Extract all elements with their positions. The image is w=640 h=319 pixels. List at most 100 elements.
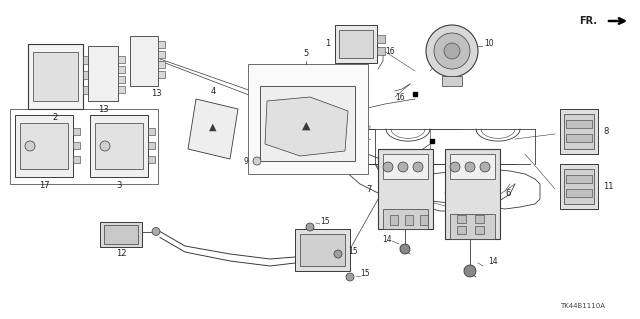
- Text: 12: 12: [116, 249, 126, 258]
- Bar: [383, 154, 428, 179]
- Circle shape: [253, 157, 261, 165]
- Bar: [15, 115, 73, 177]
- Bar: [377, 47, 385, 55]
- Text: 15: 15: [348, 247, 358, 256]
- Bar: [83, 71, 91, 79]
- Bar: [450, 154, 495, 179]
- Bar: [457, 215, 466, 223]
- Bar: [100, 222, 142, 247]
- Circle shape: [465, 162, 475, 172]
- Bar: [566, 189, 592, 197]
- Bar: [564, 114, 594, 149]
- Bar: [566, 120, 592, 128]
- Text: TK44B1110A: TK44B1110A: [560, 303, 605, 309]
- Text: 15: 15: [360, 270, 370, 278]
- Bar: [560, 164, 598, 209]
- Text: FR.: FR.: [579, 16, 597, 26]
- Bar: [566, 175, 592, 183]
- Bar: [10, 109, 158, 184]
- Bar: [158, 51, 165, 58]
- Bar: [95, 123, 143, 169]
- Text: 3: 3: [116, 181, 122, 189]
- Bar: [118, 56, 125, 63]
- Bar: [130, 36, 158, 86]
- Bar: [73, 128, 80, 135]
- Bar: [457, 226, 466, 234]
- Bar: [564, 169, 594, 204]
- Bar: [383, 209, 428, 229]
- Polygon shape: [265, 97, 348, 156]
- Text: 2: 2: [53, 113, 58, 122]
- Text: 16: 16: [395, 93, 404, 101]
- Text: 15: 15: [320, 217, 330, 226]
- Circle shape: [25, 141, 35, 151]
- Bar: [295, 229, 350, 271]
- Text: 5: 5: [303, 49, 308, 58]
- Bar: [148, 156, 155, 163]
- Text: 6: 6: [505, 189, 510, 198]
- Circle shape: [100, 141, 110, 151]
- Text: 8: 8: [603, 127, 609, 136]
- Bar: [28, 44, 83, 109]
- Circle shape: [464, 265, 476, 277]
- Circle shape: [413, 162, 423, 172]
- Bar: [339, 30, 373, 58]
- Circle shape: [346, 273, 354, 281]
- Bar: [104, 225, 138, 244]
- Text: 4: 4: [211, 86, 216, 95]
- Bar: [148, 128, 155, 135]
- Text: 10: 10: [484, 39, 493, 48]
- Bar: [158, 61, 165, 68]
- Bar: [118, 66, 125, 73]
- Bar: [566, 134, 592, 142]
- Text: 16: 16: [385, 47, 395, 56]
- Text: 13: 13: [98, 105, 108, 114]
- Bar: [420, 215, 428, 225]
- Circle shape: [398, 162, 408, 172]
- Bar: [118, 76, 125, 83]
- Text: 7: 7: [367, 184, 372, 194]
- Polygon shape: [188, 99, 238, 159]
- Circle shape: [152, 227, 160, 235]
- Circle shape: [426, 25, 478, 77]
- Text: 9: 9: [243, 158, 248, 167]
- Bar: [445, 149, 500, 239]
- Bar: [405, 215, 413, 225]
- Bar: [90, 115, 148, 177]
- Bar: [260, 86, 355, 161]
- Bar: [475, 215, 484, 223]
- Circle shape: [334, 250, 342, 258]
- Circle shape: [306, 223, 314, 231]
- Bar: [248, 64, 368, 174]
- Circle shape: [444, 43, 460, 59]
- Bar: [560, 109, 598, 154]
- Circle shape: [450, 162, 460, 172]
- Circle shape: [400, 244, 410, 254]
- Text: 13: 13: [150, 90, 161, 99]
- Bar: [83, 86, 91, 94]
- Bar: [118, 86, 125, 93]
- Bar: [158, 71, 165, 78]
- Bar: [475, 226, 484, 234]
- Bar: [83, 56, 91, 64]
- Circle shape: [434, 33, 470, 69]
- Bar: [335, 25, 377, 63]
- Bar: [300, 234, 345, 266]
- Bar: [73, 142, 80, 149]
- Bar: [20, 123, 68, 169]
- Text: ▲: ▲: [301, 121, 310, 131]
- Bar: [158, 41, 165, 48]
- Text: 11: 11: [603, 182, 614, 191]
- Bar: [450, 214, 495, 239]
- Text: ▲: ▲: [209, 122, 217, 132]
- Bar: [88, 46, 118, 101]
- Bar: [377, 35, 385, 43]
- Bar: [33, 52, 78, 101]
- Bar: [73, 156, 80, 163]
- Bar: [148, 142, 155, 149]
- Circle shape: [383, 162, 393, 172]
- Text: 17: 17: [38, 181, 49, 189]
- Bar: [442, 76, 462, 86]
- Circle shape: [480, 162, 490, 172]
- Text: 1: 1: [324, 40, 330, 48]
